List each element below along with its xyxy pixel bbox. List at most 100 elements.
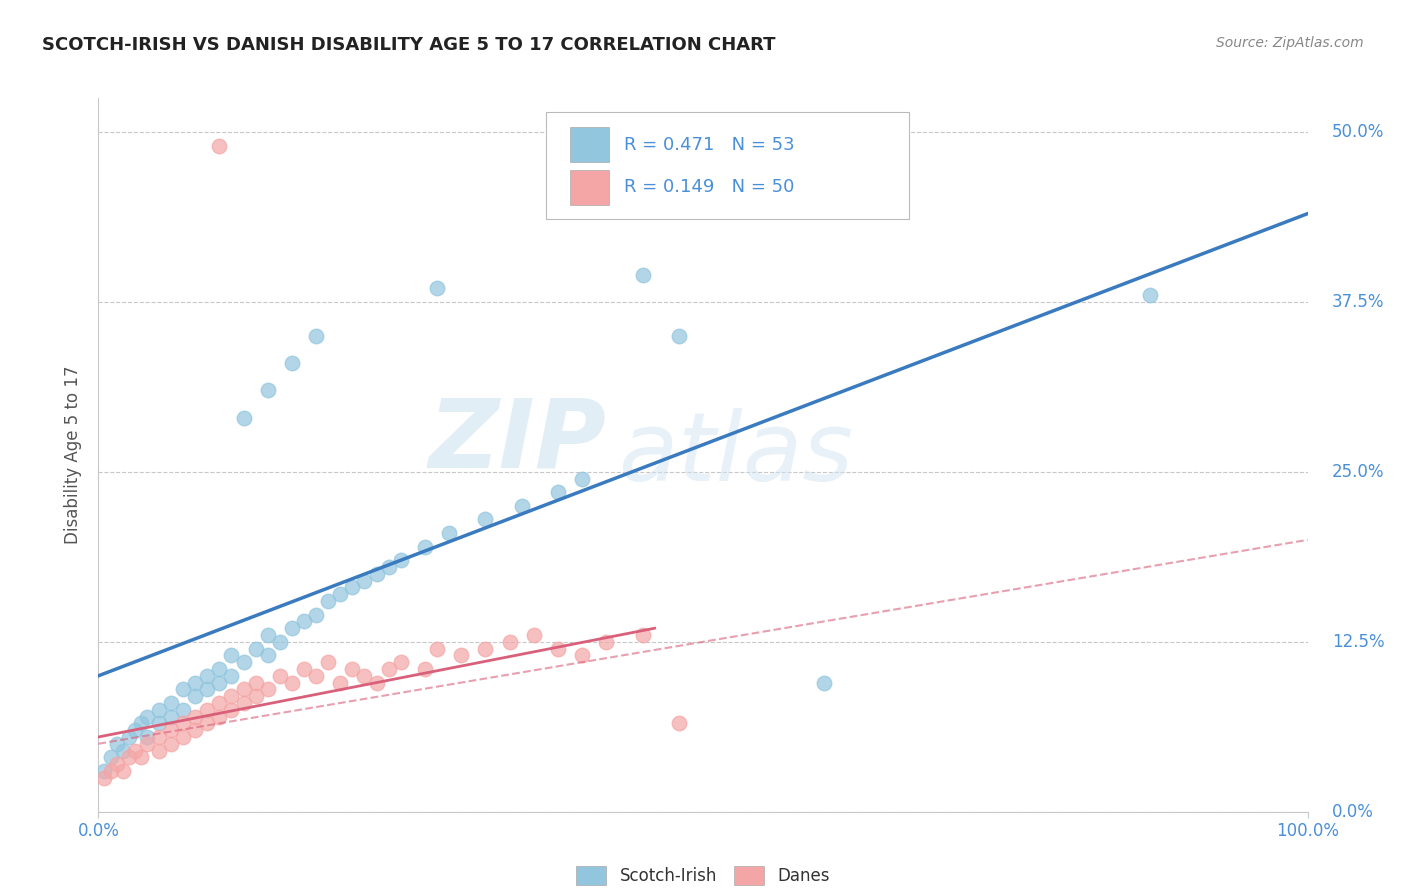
Point: [547, 485, 569, 500]
Point: [329, 587, 352, 601]
Point: [172, 716, 194, 731]
Point: [184, 689, 207, 703]
Point: [342, 662, 364, 676]
Point: [316, 594, 339, 608]
Text: SCOTCH-IRISH VS DANISH DISABILITY AGE 5 TO 17 CORRELATION CHART: SCOTCH-IRISH VS DANISH DISABILITY AGE 5 …: [42, 36, 776, 54]
Point: [523, 628, 546, 642]
Point: [571, 648, 593, 663]
Point: [547, 641, 569, 656]
Point: [135, 737, 157, 751]
FancyBboxPatch shape: [546, 112, 908, 219]
Point: [195, 682, 218, 697]
Text: atlas: atlas: [619, 409, 853, 501]
Point: [232, 696, 254, 710]
Point: [413, 662, 436, 676]
Point: [450, 648, 472, 663]
Point: [100, 750, 122, 764]
Point: [221, 669, 243, 683]
Point: [281, 675, 304, 690]
Point: [377, 662, 399, 676]
Point: [498, 635, 520, 649]
FancyBboxPatch shape: [569, 127, 609, 162]
Point: [668, 329, 690, 343]
Point: [474, 641, 496, 656]
Point: [292, 615, 315, 629]
Point: [195, 716, 218, 731]
Legend: Scotch-Irish, Danes: Scotch-Irish, Danes: [576, 866, 830, 886]
Point: [93, 771, 115, 785]
Point: [256, 648, 278, 663]
Point: [377, 560, 399, 574]
Point: [195, 703, 218, 717]
Point: [160, 696, 183, 710]
Point: [221, 689, 243, 703]
Point: [160, 709, 183, 723]
Point: [93, 764, 115, 778]
Point: [595, 635, 617, 649]
Point: [118, 730, 141, 744]
Text: ZIP: ZIP: [429, 394, 606, 487]
Point: [281, 356, 304, 370]
Point: [389, 553, 412, 567]
Point: [184, 723, 207, 738]
Point: [111, 764, 134, 778]
Point: [172, 682, 194, 697]
Point: [813, 675, 835, 690]
Point: [221, 648, 243, 663]
Point: [148, 716, 170, 731]
Point: [305, 329, 328, 343]
Point: [129, 750, 152, 764]
Point: [631, 268, 654, 282]
Point: [366, 566, 388, 581]
Point: [135, 730, 157, 744]
Point: [269, 669, 291, 683]
Point: [353, 669, 375, 683]
Point: [148, 703, 170, 717]
Point: [118, 750, 141, 764]
Point: [160, 737, 183, 751]
Point: [232, 655, 254, 669]
Point: [245, 675, 267, 690]
Point: [571, 472, 593, 486]
Point: [245, 689, 267, 703]
Point: [256, 628, 278, 642]
Point: [195, 669, 218, 683]
Y-axis label: Disability Age 5 to 17: Disability Age 5 to 17: [65, 366, 83, 544]
Point: [208, 662, 231, 676]
Point: [148, 730, 170, 744]
Point: [305, 607, 328, 622]
Text: R = 0.471   N = 53: R = 0.471 N = 53: [624, 136, 794, 153]
Text: 37.5%: 37.5%: [1331, 293, 1385, 311]
Text: 0.0%: 0.0%: [1331, 803, 1374, 821]
Point: [105, 757, 128, 772]
Point: [100, 764, 122, 778]
Point: [389, 655, 412, 669]
Point: [208, 138, 231, 153]
Point: [426, 281, 449, 295]
Point: [221, 703, 243, 717]
Point: [316, 655, 339, 669]
Point: [668, 716, 690, 731]
FancyBboxPatch shape: [569, 169, 609, 205]
Point: [184, 709, 207, 723]
Point: [172, 703, 194, 717]
Point: [269, 635, 291, 649]
Text: 12.5%: 12.5%: [1331, 632, 1385, 651]
Point: [172, 730, 194, 744]
Point: [342, 581, 364, 595]
Text: Source: ZipAtlas.com: Source: ZipAtlas.com: [1216, 36, 1364, 50]
Point: [474, 512, 496, 526]
Point: [160, 723, 183, 738]
Point: [245, 641, 267, 656]
Text: 50.0%: 50.0%: [1331, 123, 1384, 141]
Point: [148, 743, 170, 757]
Point: [124, 723, 146, 738]
Point: [426, 641, 449, 656]
Point: [1139, 288, 1161, 302]
Point: [135, 709, 157, 723]
Point: [437, 526, 460, 541]
Point: [208, 709, 231, 723]
Point: [256, 384, 278, 398]
Point: [353, 574, 375, 588]
Point: [111, 743, 134, 757]
